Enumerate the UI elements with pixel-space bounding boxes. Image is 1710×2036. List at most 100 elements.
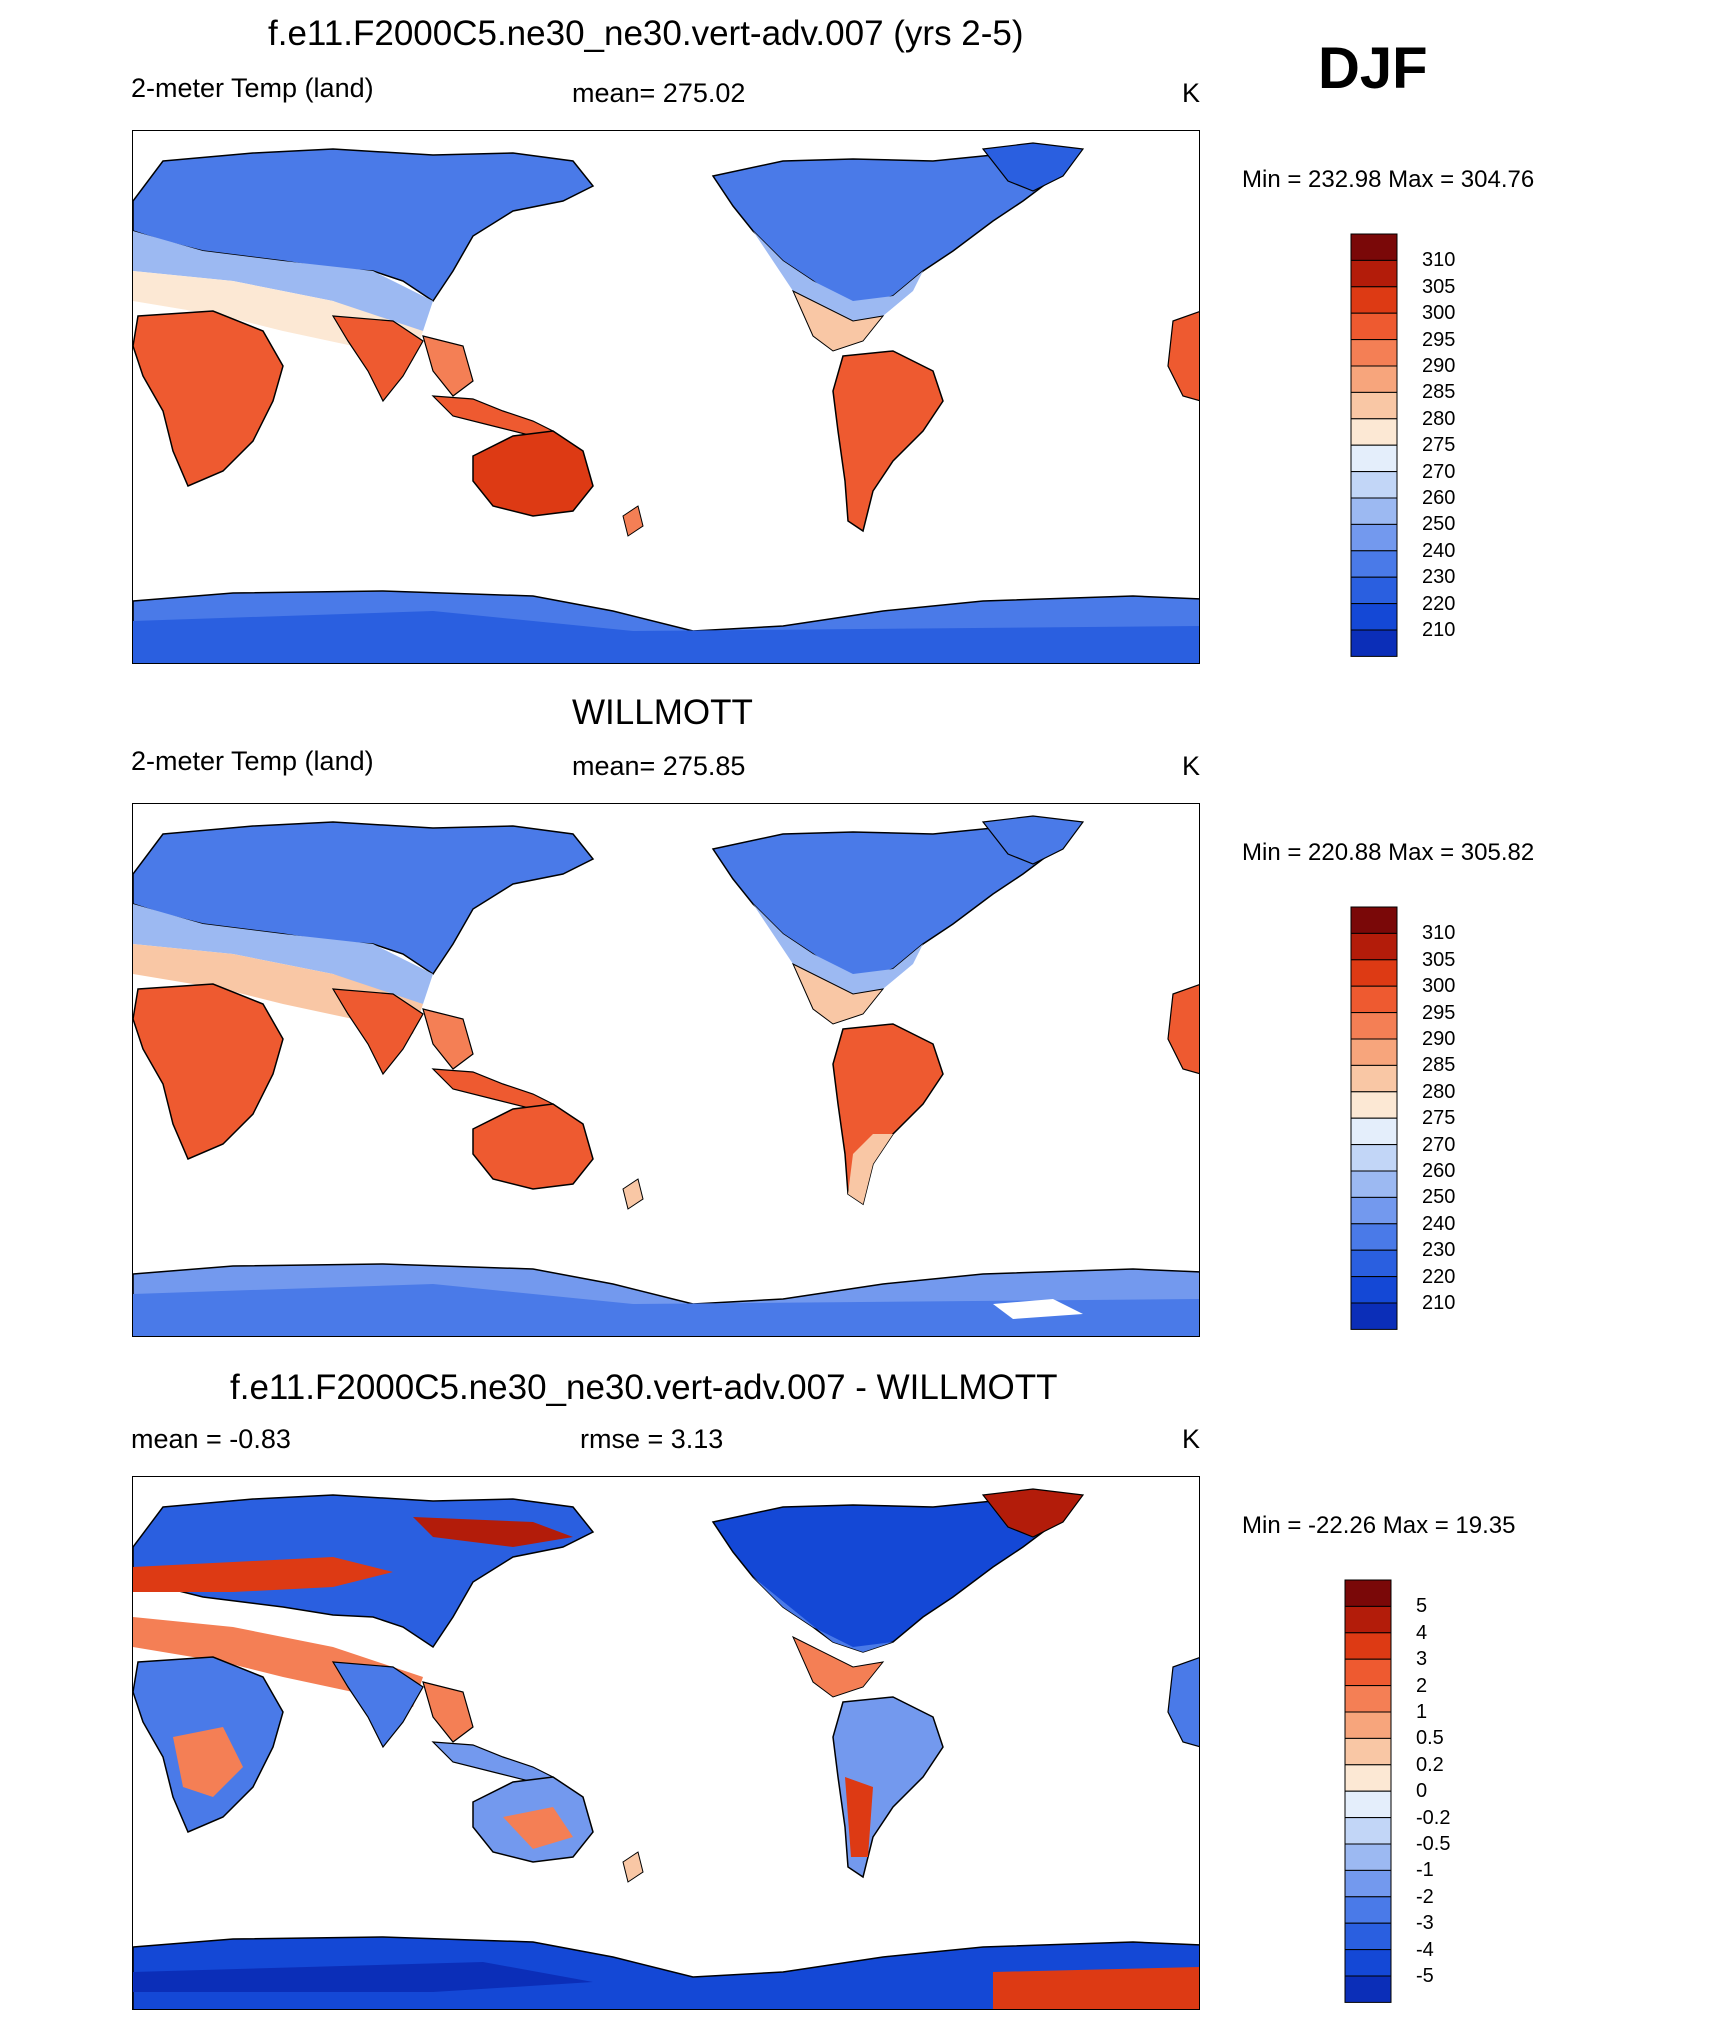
mean-label: mean = -0.83 [131, 1424, 291, 1454]
colorbar-swatch [1344, 1869, 1392, 1898]
colorbar-swatch [1350, 286, 1398, 314]
variable-label: 2-meter Temp (land) [131, 746, 374, 776]
colorbar-tick-label: 285 [1422, 1054, 1456, 1077]
colorbar-swatch [1344, 1737, 1392, 1766]
colorbar-swatch [1350, 339, 1398, 367]
colorbar-tick-label: 310 [1422, 922, 1456, 945]
colorbar-tick-label: -2 [1416, 1885, 1434, 1908]
colorbar-tick-label: 280 [1422, 1080, 1456, 1103]
colorbar-tick-label: 1 [1416, 1701, 1428, 1723]
colorbar-swatch [1350, 259, 1398, 288]
colorbar-tick-label: 210 [1422, 619, 1456, 641]
colorbar-swatch [1344, 1817, 1392, 1845]
colorbar-tick-label: 260 [1422, 487, 1456, 509]
colorbar-tick-label: 305 [1422, 948, 1456, 971]
colorbar-tick-label: 280 [1422, 407, 1456, 430]
colorbar-tick-label: 270 [1422, 460, 1456, 483]
map-panel [132, 1476, 1200, 2010]
colorbar-swatch [1350, 1223, 1398, 1251]
colorbar-tick-label: -5 [1416, 1965, 1434, 1987]
colorbar-swatch [1350, 906, 1398, 934]
colorbar-tick-label: -0.2 [1416, 1806, 1451, 1829]
panel-title: WILLMOTT [572, 693, 753, 732]
colorbar-swatch [1350, 603, 1398, 631]
colorbar-tick-label: 300 [1422, 975, 1456, 998]
colorbar-swatch [1350, 1091, 1398, 1119]
colorbar-tick-label: 5 [1416, 1595, 1428, 1618]
colorbar-swatch [1350, 932, 1398, 961]
colorbar-swatch [1344, 1975, 1392, 2003]
colorbar-swatch [1344, 1579, 1392, 1607]
colorbar-tick-label: 220 [1422, 1265, 1456, 1288]
colorbar-swatch [1350, 959, 1398, 987]
colorbar-tick-label: 250 [1422, 1186, 1456, 1209]
colorbar-swatch [1350, 233, 1398, 261]
colorbar-tick-label: -0.5 [1416, 1833, 1451, 1855]
range-label: Min = 232.98 Max = 304.76 [1242, 166, 1535, 193]
colorbar-tick-label: 295 [1422, 1001, 1456, 1024]
mean-label: mean= 275.85 [572, 751, 746, 781]
variable-label: 2-meter Temp (land) [131, 73, 374, 103]
colorbar-tick-label: 285 [1422, 381, 1456, 404]
colorbar-tick-label: -1 [1416, 1859, 1434, 1882]
colorbar-tick-label: 230 [1422, 1239, 1456, 1262]
season-label: DJF [1318, 36, 1428, 101]
colorbar-swatch [1350, 1196, 1398, 1225]
units-label: K [1182, 78, 1201, 108]
colorbar-swatch [1344, 1685, 1392, 1713]
colorbar-swatch [1350, 365, 1398, 393]
colorbar-tick-label: 305 [1422, 275, 1456, 298]
colorbar-swatch [1350, 1038, 1398, 1066]
map-panel [132, 803, 1200, 1337]
colorbar-tick-label: 0.2 [1416, 1753, 1444, 1776]
colorbar-swatch [1350, 418, 1398, 446]
colorbar-swatch [1350, 523, 1398, 552]
colorbar-tick-label: 220 [1422, 592, 1456, 615]
colorbar-tick-label: -4 [1416, 1938, 1434, 1961]
colorbar-tick-label: -3 [1416, 1912, 1434, 1935]
colorbar-swatch [1344, 1922, 1392, 1951]
colorbar-swatch [1344, 1632, 1392, 1660]
colorbar-swatch [1350, 1276, 1398, 1304]
colorbar-swatch [1350, 497, 1398, 525]
colorbar-tick-label: 230 [1422, 566, 1456, 589]
colorbar-swatch [1344, 1949, 1392, 1977]
colorbar-tick-label: 4 [1416, 1621, 1428, 1644]
colorbar-swatch [1350, 576, 1398, 605]
colorbar-tick-label: 240 [1422, 539, 1456, 562]
colorbar-tick-label: 295 [1422, 328, 1456, 351]
colorbar-tick-label: 270 [1422, 1133, 1456, 1156]
colorbar-swatch [1344, 1711, 1392, 1739]
colorbar-swatch [1350, 444, 1398, 473]
units-label: K [1182, 751, 1201, 781]
colorbar-swatch [1350, 1302, 1398, 1330]
colorbar-swatch [1344, 1658, 1392, 1687]
colorbar-swatches [1350, 906, 1398, 1330]
colorbar: 5 4 3 2 1 0.5 0.2 0 -0.2 -0.5 -1 -2 -3 -4 -5 [1344, 1579, 1504, 2003]
colorbar-swatch [1350, 391, 1398, 420]
colorbar-swatch [1350, 629, 1398, 657]
colorbar-swatch [1344, 1790, 1392, 1819]
colorbar-swatch [1344, 1896, 1392, 1924]
colorbar-swatch [1350, 1144, 1398, 1172]
world-map [133, 804, 1199, 1336]
colorbar-tick-label: 260 [1422, 1160, 1456, 1182]
colorbar-tick-label: 310 [1422, 249, 1456, 272]
range-label: Min = -22.26 Max = 19.35 [1242, 1512, 1516, 1539]
units-label: K [1182, 1424, 1201, 1454]
colorbar: 310 305 300 295 290 285 280 275 270 260 250 240 230 2… [1350, 906, 1510, 1330]
colorbar-tick-label: 2 [1416, 1674, 1428, 1697]
colorbar-tick-label: 0 [1416, 1780, 1428, 1803]
colorbar-swatch [1350, 471, 1398, 499]
colorbar-tick-label: 250 [1422, 513, 1456, 536]
world-map [133, 1477, 1199, 2009]
panel-title: f.e11.F2000C5.ne30_ne30.vert-adv.007 (yr… [268, 14, 1024, 53]
colorbar-tick-label: 210 [1422, 1292, 1456, 1314]
colorbar-tick-label: 300 [1422, 302, 1456, 325]
colorbar-tick-label: 290 [1422, 355, 1456, 377]
colorbar-swatch [1350, 1170, 1398, 1198]
rmse-label: rmse = 3.13 [580, 1424, 724, 1454]
colorbar-swatches [1344, 1579, 1392, 2003]
colorbar-swatch [1344, 1605, 1392, 1634]
range-label: Min = 220.88 Max = 305.82 [1242, 839, 1535, 866]
